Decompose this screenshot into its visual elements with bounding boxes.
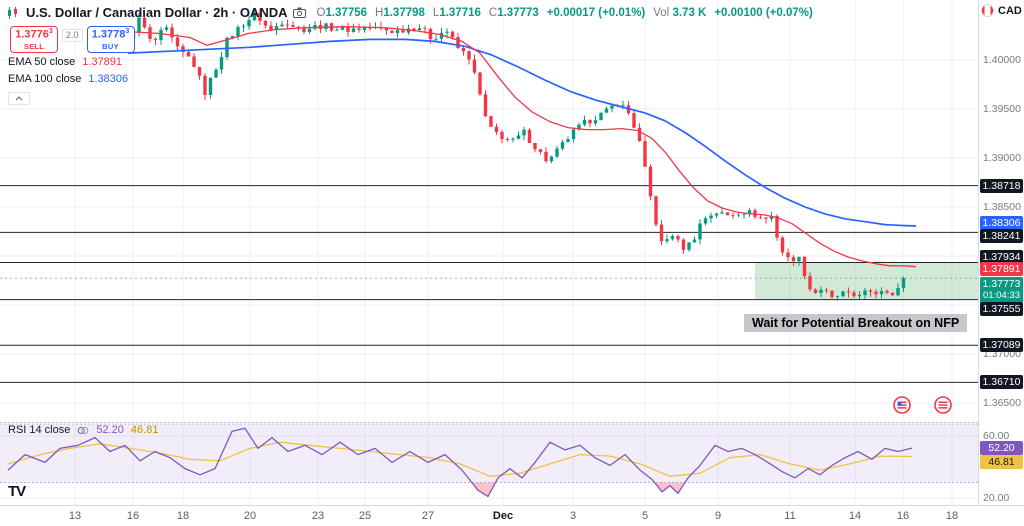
ema50-legend[interactable]: EMA 50 close 1.37891 xyxy=(8,56,122,68)
collapse-legend-button[interactable] xyxy=(8,92,30,105)
time-tick: 25 xyxy=(358,510,372,522)
time-tick: 3 xyxy=(569,510,577,522)
time-tick: 16 xyxy=(126,510,140,522)
symbol-title[interactable]: U.S. Dollar / Canadian Dollar · 2h · OAN… xyxy=(26,5,288,20)
ema50-label: EMA 50 close xyxy=(8,56,76,68)
currency-label[interactable]: CAD xyxy=(981,4,1022,17)
price-chart-canvas[interactable] xyxy=(0,0,1024,505)
price-tick: 1.40000 xyxy=(983,54,1021,66)
currency-code: CAD xyxy=(998,4,1022,17)
rsi-badge: 46.81 xyxy=(980,455,1023,469)
price-badge: 1.38306 xyxy=(980,216,1023,230)
rsi-hint-icon xyxy=(77,425,89,436)
time-tick: Dec xyxy=(492,510,514,522)
time-tick: 11 xyxy=(784,510,796,522)
ohlc-readout: O1.37756 H1.37798 L1.37716 C1.37773 +0.0… xyxy=(316,6,813,19)
sell-button[interactable]: 1.37763 SELL xyxy=(10,26,58,53)
time-tick: 27 xyxy=(421,510,435,522)
tradingview-logo[interactable]: TV xyxy=(8,483,26,500)
price-badge: 1.38241 xyxy=(980,229,1023,243)
rsi-badge: 52.20 xyxy=(980,441,1023,455)
price-badge: 1.37089 xyxy=(980,338,1023,352)
rsi-label: RSI 14 close xyxy=(8,424,71,436)
pane-divider[interactable] xyxy=(0,422,1024,423)
camera-icon[interactable] xyxy=(293,7,307,18)
ema100-value: 1.38306 xyxy=(88,73,129,85)
price-tick: 1.39500 xyxy=(983,103,1021,115)
ema100-legend[interactable]: EMA 100 close 1.38306 xyxy=(8,73,128,85)
price-badge: 1.38718 xyxy=(980,179,1023,193)
price-axis[interactable]: 1.400001.395001.390001.385001.380001.375… xyxy=(978,0,1024,505)
time-tick: 5 xyxy=(641,510,649,522)
time-tick: 13 xyxy=(68,510,82,522)
rsi-ma-value: 46.81 xyxy=(130,424,159,436)
price-badge: 1.37891 xyxy=(980,262,1023,276)
ema50-line[interactable] xyxy=(127,26,917,268)
cad-flag-icon xyxy=(981,4,994,17)
candles xyxy=(126,8,906,301)
economic-events xyxy=(893,396,952,419)
time-tick: 9 xyxy=(714,510,722,522)
text-annotation[interactable]: Wait for Potential Breakout on NFP xyxy=(744,314,968,332)
time-tick: 23 xyxy=(311,510,325,522)
ema100-line[interactable] xyxy=(127,38,917,227)
price-tick: 1.38500 xyxy=(983,201,1021,213)
rsi-tick: 20.00 xyxy=(983,492,1010,504)
time-tick: 16 xyxy=(896,510,910,522)
rsi-line[interactable] xyxy=(7,427,913,498)
ema50-value: 1.37891 xyxy=(82,56,123,68)
time-tick: 14 xyxy=(848,510,862,522)
buy-label: BUY xyxy=(102,42,119,52)
bar-countdown: 01:04:33 xyxy=(983,290,1020,301)
current-price-badge: 1.37773 01:04:33 xyxy=(980,277,1023,303)
rsi-legend[interactable]: RSI 14 close 52.20 46.81 xyxy=(8,424,158,436)
spread-value: 2.0 xyxy=(62,29,83,42)
time-tick: 20 xyxy=(243,510,257,522)
sell-label: SELL xyxy=(23,42,45,52)
rsi-tick: 60.00 xyxy=(983,430,1010,442)
chevron-up-icon xyxy=(15,96,23,101)
rsi-value: 52.20 xyxy=(96,424,124,436)
economic-event-icon[interactable] xyxy=(934,396,952,419)
change-readout: +0.00017 (+0.01%) xyxy=(546,6,646,19)
symbol-legend: U.S. Dollar / Canadian Dollar · 2h · OAN… xyxy=(6,5,813,20)
time-axis[interactable]: 13 16 18 20 23 25 27 Dec 3 5 9 11 14 16 18 xyxy=(0,505,1024,526)
vol-change-readout: +0.00100 (+0.07%) xyxy=(714,6,813,19)
buy-sell-widget: 1.37763 SELL 2.0 1.37783 BUY xyxy=(10,26,135,53)
price-badge: 1.37555 xyxy=(980,302,1023,316)
time-tick: 18 xyxy=(176,510,190,522)
price-badge: 1.36710 xyxy=(980,375,1023,389)
price-badge: 1.37934 xyxy=(980,250,1023,264)
economic-event-icon[interactable] xyxy=(893,396,911,419)
price-tick: 1.39000 xyxy=(983,152,1021,164)
time-tick: 18 xyxy=(945,510,959,522)
buy-button[interactable]: 1.37783 BUY xyxy=(86,26,135,53)
price-tick: 1.36500 xyxy=(983,397,1021,409)
ema100-label: EMA 100 close xyxy=(8,73,82,85)
candlestick-chart-icon xyxy=(6,6,20,20)
